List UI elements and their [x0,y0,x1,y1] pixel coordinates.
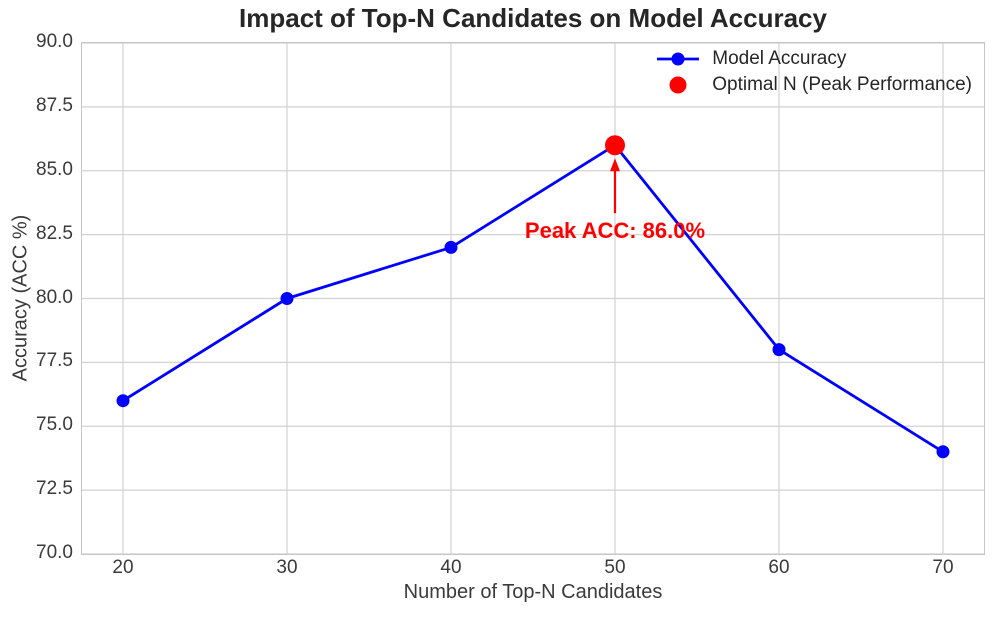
x-tick-label: 60 [768,557,790,578]
y-tick-label: 90.0 [36,31,73,52]
x-tick-label: 40 [440,557,462,578]
x-tick-label: 70 [932,557,954,578]
annotation-arrowhead [610,158,620,172]
data-point-marker [116,394,130,408]
y-tick-label: 80.0 [36,286,73,308]
legend-line-dot-glyph [657,52,700,66]
legend-dot [669,76,687,94]
legend-entry-optimal-n: Optimal N (Peak Performance) [656,72,972,98]
y-tick-label: 85.0 [36,158,73,180]
accuracy-line [121,143,945,454]
y-tick-label: 70.0 [36,542,73,563]
chart-canvas [82,43,984,554]
legend-line-dot [671,52,685,66]
legend-entry-model-accuracy: Model Accuracy [656,46,972,72]
x-tick-label: 50 [604,557,626,578]
y-tick-label: 87.5 [36,94,73,116]
y-tick-label: 75.0 [36,414,73,436]
x-tick-label: 30 [276,557,298,578]
y-tick-label: 72.5 [36,478,73,500]
data-point-marker [444,240,458,254]
peak-marker [605,135,625,156]
data-point-marker [280,292,294,305]
legend-label: Model Accuracy [712,48,847,69]
y-tick-label: 82.5 [36,222,73,244]
data-point-marker [772,343,786,357]
x-tick-label: 20 [112,557,134,578]
peak-annotation: Peak ACC: 86.0% [524,218,706,244]
x-axis-label: Number of Top-N Candidates [403,581,663,603]
blue-line-dot-icon [656,49,700,69]
data-point-marker [936,445,950,459]
legend: Model Accuracy Optimal N (Peak Performan… [656,46,972,98]
chart-title: Impact of Top-N Candidates on Model Accu… [239,3,827,33]
legend-dot-glyph [669,76,687,94]
y-tick-label: 77.5 [36,350,73,372]
plot-area: Model Accuracy Optimal N (Peak Performan… [81,42,985,555]
red-dot-icon [656,75,700,95]
legend-label: Optimal N (Peak Performance) [712,74,972,95]
